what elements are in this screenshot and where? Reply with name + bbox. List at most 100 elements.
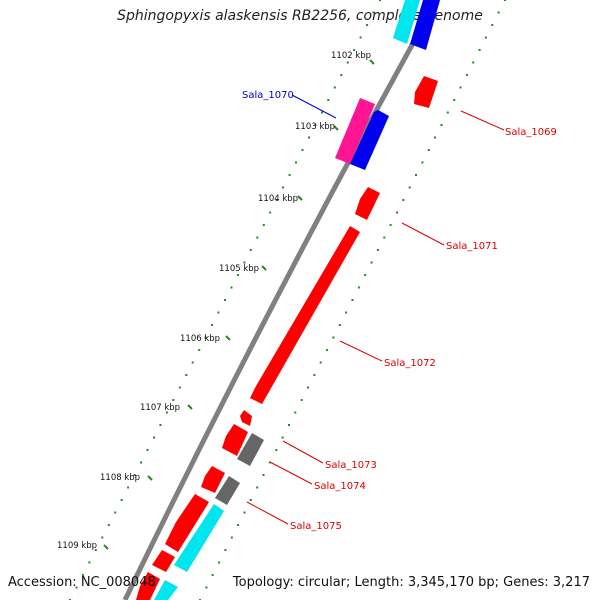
track-dot (114, 511, 117, 514)
track-dot (249, 249, 252, 251)
track-dot (75, 586, 78, 589)
track-dot (326, 349, 329, 351)
tick-mark (225, 335, 231, 341)
track-dot (359, 36, 362, 39)
gray-feature-1 (237, 433, 264, 466)
cds-1072 (250, 226, 360, 404)
track-dot (465, 74, 468, 76)
tick-label: 1106 kbp (180, 334, 220, 344)
track-dot (243, 511, 246, 514)
track-dot (165, 411, 168, 414)
track-dot (269, 211, 272, 214)
tick-mark (369, 59, 375, 65)
tick-mark (333, 125, 339, 131)
cds-bottom (136, 572, 160, 600)
track-dot (211, 324, 214, 326)
genome-backbone (122, 0, 440, 600)
track-dot (295, 161, 297, 164)
track-dot (370, 261, 373, 264)
track-dot (484, 36, 487, 39)
gene-label-sala-1072: Sala_1072 (384, 358, 436, 369)
track-dot (472, 61, 475, 64)
track-dot (313, 374, 316, 376)
track-dot (327, 99, 330, 101)
tick-label: 1105 kbp (219, 264, 259, 274)
cds-reverse-feature (410, 0, 440, 50)
track-dot (396, 211, 398, 214)
track-dot (383, 236, 386, 239)
track-dot (230, 286, 233, 289)
track-dot (146, 449, 149, 451)
track-dot (94, 549, 97, 551)
track-dot (346, 61, 349, 64)
track-dot (88, 561, 91, 564)
tick-label: 1108 kbp (100, 473, 140, 483)
leader-line (282, 440, 324, 464)
features (136, 0, 440, 600)
track-dot (491, 24, 494, 26)
track-dot (81, 574, 84, 576)
tick-mark (187, 404, 193, 410)
leader-line (339, 340, 383, 362)
track-dot (338, 324, 341, 326)
track-dot (237, 524, 240, 526)
track-dot (127, 486, 130, 489)
track-dot (453, 99, 456, 101)
track-dot (224, 549, 227, 551)
tick-label: 1102 kbp (331, 51, 371, 61)
track-dot (376, 249, 379, 251)
track-dot (275, 449, 278, 451)
track-dot (504, 0, 506, 1)
track-dot (275, 199, 278, 201)
track-dot (262, 224, 265, 226)
tick-mark (297, 195, 303, 201)
cds-1071 (355, 187, 380, 220)
cds-small-1 (240, 410, 252, 426)
track-dot (340, 74, 343, 76)
track-dot (389, 224, 392, 226)
gene-labels: Sala_1069 Sala_1070 Sala_1071 Sala_1072 … (242, 90, 557, 532)
track-dot (281, 436, 284, 439)
track-dot (178, 386, 181, 389)
leader-line (460, 110, 505, 131)
magenta-feature (335, 98, 375, 164)
track-dot (236, 274, 239, 276)
gene-label-sala-1075: Sala_1075 (290, 521, 342, 532)
track-dot (427, 149, 430, 151)
track-dot (434, 136, 437, 139)
cds-1070 (350, 110, 389, 170)
track-dot (262, 474, 265, 476)
track-dot (319, 361, 322, 364)
gene-label-sala-1073: Sala_1073 (325, 460, 377, 471)
track-dot (357, 286, 360, 289)
track-dot (120, 499, 123, 501)
rna-feature-3 (154, 580, 178, 600)
gene-label-sala-1071: Sala_1071 (446, 241, 498, 252)
track-dot (288, 424, 290, 426)
cds-1069 (414, 76, 438, 108)
track-dot (300, 399, 303, 401)
track-dot (459, 86, 462, 89)
leader-line (291, 94, 337, 119)
genome-title: Sphingopyxis alaskensis RB2256, complete… (117, 8, 483, 24)
track-dot (230, 536, 233, 539)
track-dot (204, 336, 207, 339)
rna-feature (393, 0, 420, 44)
track-dot (345, 311, 348, 314)
track-dot (320, 111, 323, 114)
track-dot (153, 436, 155, 439)
tick-mark (147, 475, 153, 481)
track-dot (133, 474, 136, 476)
track-dot (107, 524, 110, 526)
track-dot (198, 349, 201, 351)
track-dot (379, 0, 381, 1)
track-dot (332, 336, 335, 339)
track-dot (446, 111, 449, 114)
cds-1073 (222, 424, 248, 456)
tick-mark (261, 265, 267, 271)
track-dot (249, 499, 252, 501)
track-dot (353, 49, 356, 51)
track-dot (288, 174, 291, 176)
track-dot (243, 261, 246, 264)
